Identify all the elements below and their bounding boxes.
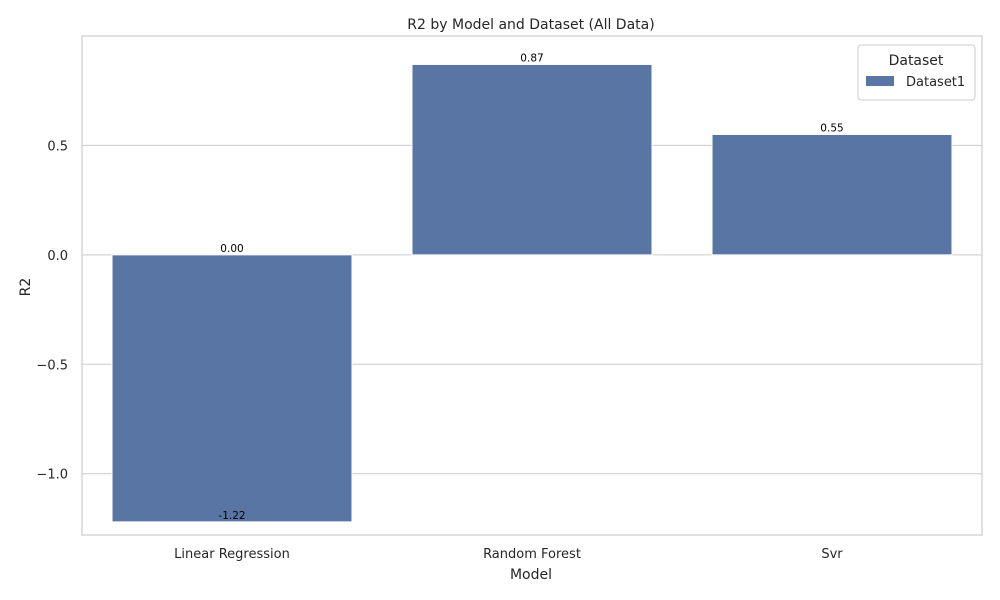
data-label: -1.22	[218, 510, 245, 522]
data-labels: 0.00 -1.22 0.87 0.55	[218, 52, 843, 521]
y-axis-label: R2	[18, 278, 34, 297]
legend-box	[857, 44, 976, 101]
data-label: 0.87	[520, 52, 543, 64]
legend-entry-label: Dataset1	[906, 75, 965, 90]
bar-random-forest	[411, 63, 653, 256]
y-tick-label: 0.5	[47, 139, 68, 154]
chart-title: R2 by Model and Dataset (All Data)	[407, 17, 654, 33]
x-tick-label: Svr	[821, 547, 843, 562]
data-label: 0.00	[220, 243, 243, 255]
x-axis-ticks: Linear Regression Random Forest Svr	[174, 547, 843, 562]
x-axis-label: Model	[510, 567, 552, 583]
plot-border	[81, 35, 983, 536]
y-axis-ticks: 0.5 0.0 −0.5 −1.0	[36, 139, 68, 482]
legend-title: Dataset	[889, 53, 944, 69]
y-tick-label: −1.0	[36, 468, 68, 483]
legend: Dataset Dataset1	[857, 44, 976, 101]
plot-frame	[81, 35, 983, 536]
y-tick-label: 0.0	[47, 249, 68, 264]
x-tick-label: Linear Regression	[174, 547, 290, 562]
bars	[111, 63, 953, 523]
y-tick-label: −0.5	[36, 358, 68, 373]
data-label: 0.55	[820, 122, 843, 134]
bar-svr	[711, 133, 953, 256]
legend-swatch	[866, 76, 894, 86]
bar-linear-regression	[111, 254, 353, 523]
x-tick-label: Random Forest	[483, 547, 581, 562]
